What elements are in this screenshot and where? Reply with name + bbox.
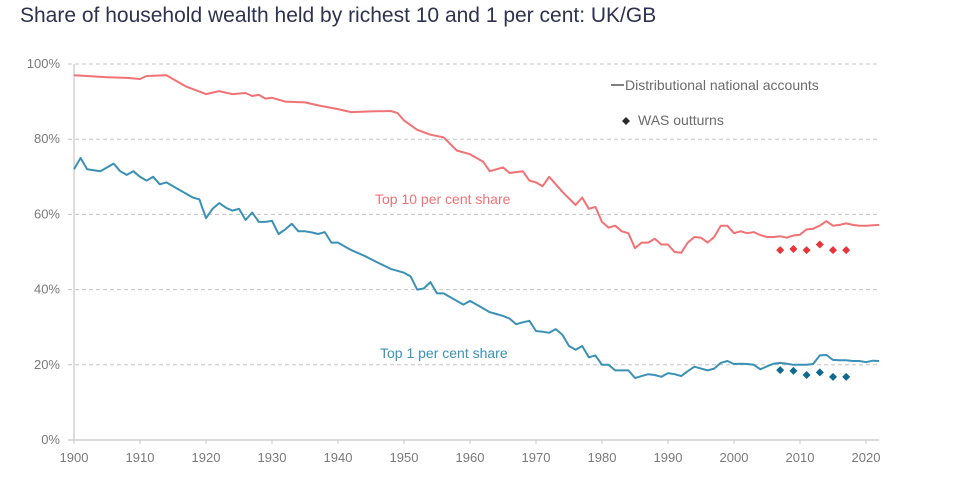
y-tick-label: 40%	[34, 282, 60, 297]
legend-label-was: WAS outturns	[638, 112, 724, 128]
axes: 0% 20% 40% 60% 80% 100% 1900 1910 1920 1930 1940 19…	[27, 56, 881, 465]
x-tick-label: 1960	[456, 450, 485, 465]
y-tick-label: 0%	[41, 432, 60, 447]
series-line-top1	[73, 157, 880, 379]
y-tick-label: 80%	[34, 131, 60, 146]
label-top10-share: Top 10 per cent share	[375, 191, 511, 207]
data-point-top10_was	[842, 246, 851, 255]
data-point-top10_was	[776, 246, 785, 255]
legend-diamond-icon	[622, 117, 630, 125]
x-tick-label: 1970	[522, 450, 551, 465]
label-top1-share: Top 1 per cent share	[380, 345, 508, 361]
data-point-top1_was	[789, 366, 798, 375]
gridlines	[68, 63, 880, 366]
x-tick-label: 1930	[258, 450, 287, 465]
data-point-top10_was	[802, 246, 811, 255]
x-tick-label: 1950	[390, 450, 419, 465]
x-tick-label: 1910	[126, 450, 155, 465]
chart-title: Share of household wealth held by riches…	[20, 4, 657, 27]
data-point-top1_was	[829, 372, 837, 381]
x-tick-label: 1920	[192, 450, 221, 465]
data-point-top10_was	[829, 246, 837, 255]
x-tick-label: 1900	[60, 450, 89, 465]
y-tick-label: 100%	[27, 56, 61, 71]
legend: Distributional national accounts WAS out…	[611, 77, 819, 128]
annotations: Top 10 per cent share Top 1 per cent sha…	[375, 191, 511, 361]
series	[73, 74, 880, 381]
data-point-top1_was	[802, 370, 811, 379]
legend-label-dna: Distributional national accounts	[625, 77, 819, 93]
y-tick-label: 60%	[34, 206, 60, 221]
data-point-top10_was	[789, 244, 798, 253]
data-point-top10_was	[815, 240, 824, 249]
x-tick-label: 1980	[588, 450, 617, 465]
data-point-top1_was	[776, 366, 785, 375]
x-tick-label: 2000	[720, 450, 749, 465]
x-tick-label: 2010	[786, 450, 815, 465]
y-tick-label: 20%	[34, 357, 60, 372]
series-line-top10	[73, 74, 880, 254]
data-point-top1_was	[815, 368, 824, 377]
x-tick-label: 1940	[324, 450, 353, 465]
data-point-top1_was	[842, 372, 851, 381]
x-tick-label: 2020	[852, 450, 881, 465]
x-tick-label: 1990	[654, 450, 683, 465]
